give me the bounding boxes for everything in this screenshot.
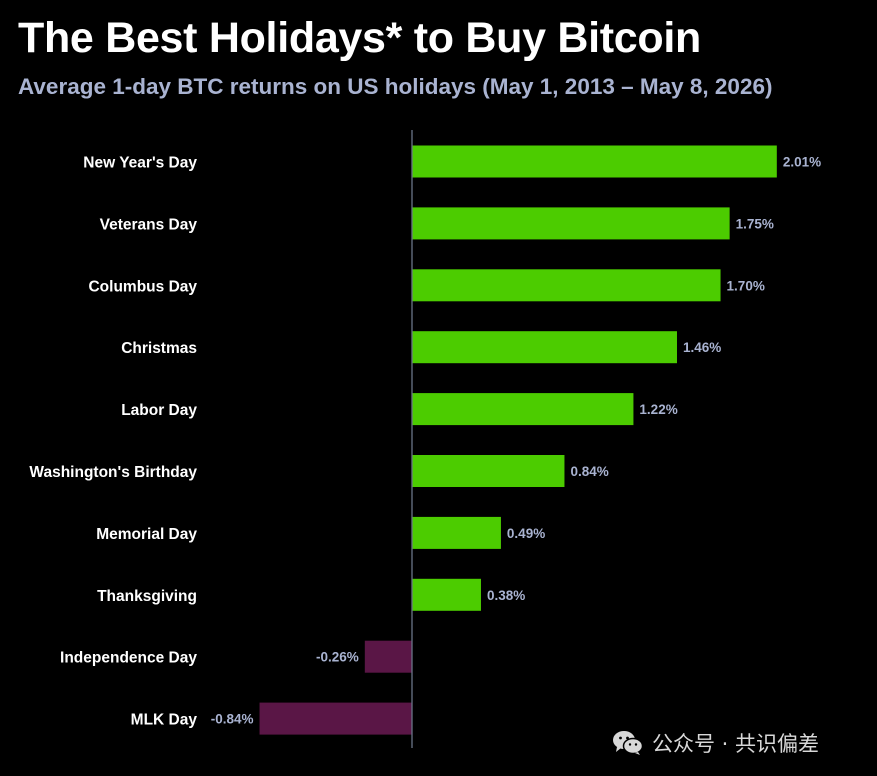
value-label: 0.49% [507, 526, 545, 541]
category-label: MLK Day [131, 712, 198, 729]
category-label: Washington's Birthday [29, 464, 197, 481]
category-label: Christmas [121, 340, 197, 357]
category-label: Independence Day [60, 650, 197, 667]
bar [412, 207, 730, 240]
category-label: Columbus Day [88, 278, 197, 295]
value-label: 2.01% [783, 155, 821, 170]
bar [364, 640, 412, 673]
value-label: 1.46% [683, 340, 721, 355]
value-label: 0.38% [487, 588, 525, 603]
value-label: -0.84% [211, 712, 254, 727]
bar [259, 702, 412, 735]
bar [412, 145, 777, 178]
bar [412, 578, 481, 611]
bar [412, 331, 677, 364]
bar [412, 393, 634, 426]
category-label: New Year's Day [83, 155, 197, 172]
wechat-icon [613, 731, 644, 755]
watermark-text: 公众号 · 共识偏差 [652, 732, 820, 756]
bar [412, 516, 501, 549]
bar [412, 269, 721, 302]
category-label: Labor Day [121, 402, 197, 419]
value-label: 0.84% [570, 464, 608, 479]
value-label: 1.75% [736, 216, 774, 231]
bar [412, 455, 565, 487]
category-label: Thanksgiving [97, 588, 197, 605]
chart-subtitle: Average 1-day BTC returns on US holidays… [18, 74, 773, 99]
category-label: Veterans Day [100, 216, 198, 233]
value-label: 1.22% [639, 402, 677, 417]
value-label: 1.70% [727, 278, 765, 293]
category-label: Memorial Day [96, 526, 197, 543]
value-label: -0.26% [316, 650, 359, 665]
chart-title: The Best Holidays* to Buy Bitcoin [18, 14, 701, 62]
watermark: 公众号 · 共识偏差 [612, 728, 819, 758]
